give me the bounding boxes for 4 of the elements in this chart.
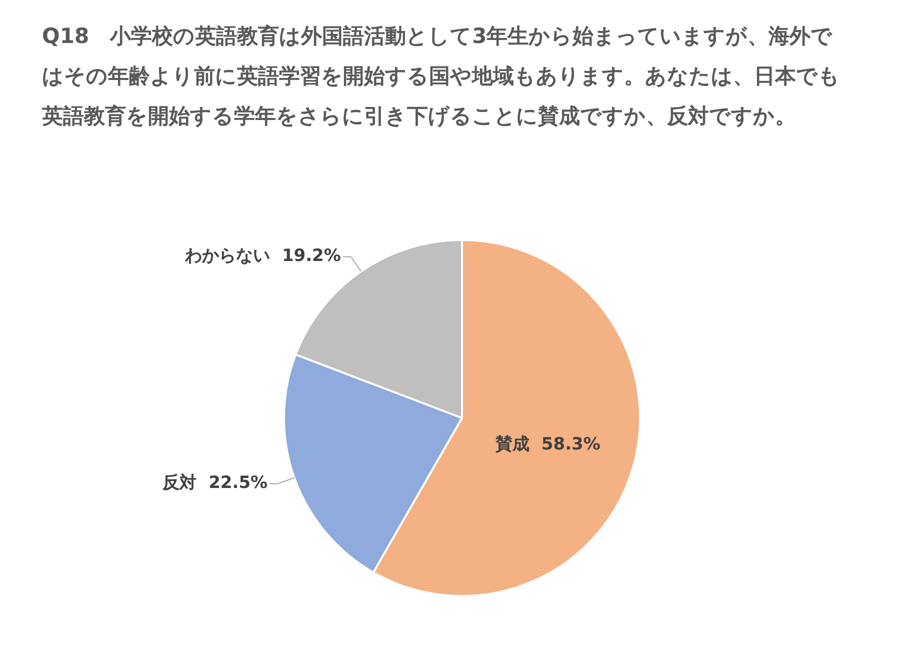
chart-title: Q18 小学校の英語教育は外国語活動として3年生から始まっていますが、海外ではその年齢より前に英語学習を開始する国や地域もあります。あなたは、日本でも英語教育を開始する学年をさらに引き下げることに賛成ですか、反対ですか。: [42, 23, 841, 130]
slice-label: 反対 22.5%: [162, 473, 268, 494]
slice-label: 賛成 58.3%: [494, 434, 600, 454]
slice-label: わからない 19.2%: [184, 246, 341, 266]
